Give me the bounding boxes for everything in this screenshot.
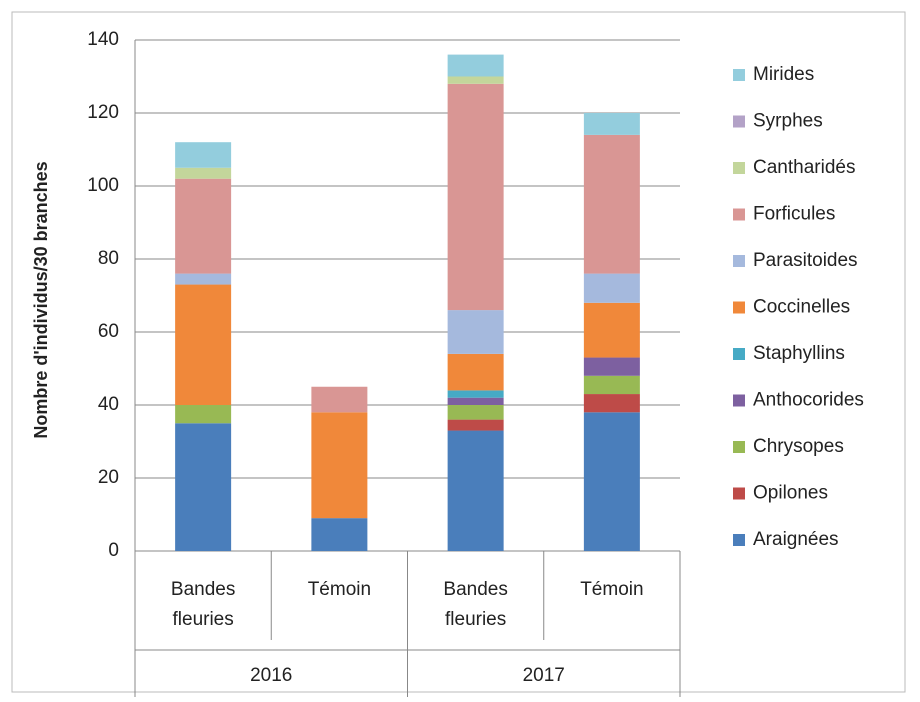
bar-segment <box>583 302 640 358</box>
bar-segment <box>447 405 504 420</box>
bar-segment <box>311 412 368 519</box>
bar-segment <box>175 167 232 179</box>
x-tick-label: Bandes fleuries <box>443 579 508 630</box>
bar-segment <box>447 419 504 431</box>
y-tick-label: 0 <box>108 540 119 561</box>
y-tick-label: 40 <box>98 394 119 415</box>
x-tick-label: Témoin <box>307 579 372 600</box>
legend-swatch <box>733 115 745 128</box>
legend-label: Syrphes <box>753 111 823 132</box>
frame <box>11 11 906 693</box>
bar-segment <box>583 394 640 413</box>
legend-label: Coccinelles <box>753 297 850 318</box>
bar-segment <box>447 430 504 551</box>
x-tick-label: Témoin <box>580 579 644 600</box>
y-axis-label: Nombre d'individus/30 branches <box>31 161 51 438</box>
legend-swatch <box>733 162 745 174</box>
bar-segment <box>447 397 504 405</box>
bar-segment <box>175 284 232 405</box>
group-label: 2016 <box>250 665 292 686</box>
bar-segment <box>583 113 640 135</box>
bar-segment <box>447 54 504 77</box>
legend-swatch <box>733 441 745 453</box>
bar-segment <box>175 178 232 274</box>
legend-label: Opilones <box>753 483 828 504</box>
y-tick-label: 120 <box>87 102 119 123</box>
group-label: 2017 <box>523 665 565 686</box>
y-tick-label: 80 <box>98 248 119 269</box>
bar-segment <box>583 273 640 303</box>
bar-segment <box>447 353 504 391</box>
bar-segment <box>447 83 504 311</box>
bar-segment <box>175 142 232 168</box>
bar-segment <box>583 134 640 274</box>
y-tick-label: 140 <box>87 29 119 50</box>
bar-segment <box>447 310 504 354</box>
bar-segment <box>583 412 640 551</box>
legend-label: Araignées <box>753 529 839 550</box>
legend-swatch <box>733 394 745 407</box>
bar-segment <box>583 357 640 376</box>
legend-label: Cantharidés <box>753 157 855 178</box>
y-tick-label: 100 <box>87 175 119 196</box>
bar-segment <box>447 76 504 84</box>
legend-swatch <box>733 255 745 267</box>
bar-segment <box>311 518 368 551</box>
bar-segment <box>175 423 232 551</box>
bar-segment <box>175 273 232 285</box>
legend-label: Anthocorides <box>753 390 864 411</box>
legend-swatch <box>733 348 745 360</box>
legend-swatch <box>733 301 745 314</box>
legend-swatch <box>733 487 745 500</box>
bar-segment <box>175 405 232 424</box>
legend-swatch <box>733 208 745 221</box>
legend-swatch <box>733 534 745 546</box>
y-tick-label: 60 <box>98 321 119 342</box>
bar-segment <box>583 375 640 395</box>
bar-segment <box>311 386 368 413</box>
legend-swatch <box>733 69 745 81</box>
bar-segment <box>447 390 504 398</box>
legend-label: Chrysopes <box>753 436 844 457</box>
legend-label: Mirides <box>753 64 814 85</box>
x-tick-label: Bandes fleuries <box>170 579 236 630</box>
y-tick-label: 20 <box>98 467 119 488</box>
legend-label: Parasitoides <box>753 250 858 271</box>
legend-label: Staphyllins <box>753 343 845 364</box>
legend-label: Forficules <box>753 204 835 225</box>
